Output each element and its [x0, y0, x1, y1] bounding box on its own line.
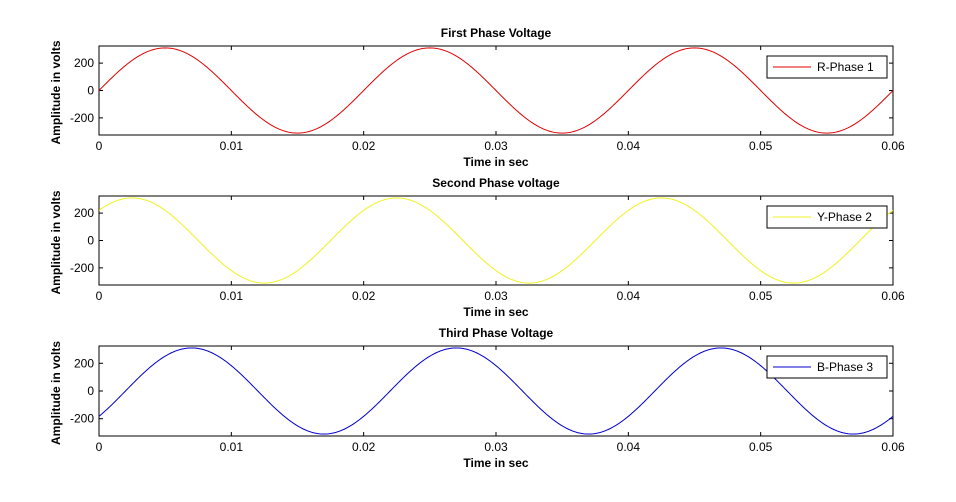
x-tick-label: 0.06 — [881, 440, 905, 454]
legend: R-Phase 1 — [766, 55, 888, 79]
x-tick-label: 0.01 — [220, 139, 244, 153]
y-tick-label: 0 — [87, 384, 94, 398]
x-tick-label: 0.06 — [881, 289, 905, 303]
x-axis-label: Time in sec — [463, 305, 528, 319]
y-tick-label: 0 — [87, 234, 94, 248]
x-tick-label: 0.05 — [749, 139, 773, 153]
y-tick-label: -200 — [70, 412, 94, 426]
x-tick-label: 0.05 — [749, 440, 773, 454]
subplot-2: 0 0.01 0.02 0.03 0.04 0.05 0.062000-200Second … — [49, 176, 905, 319]
x-tick-label: 0.03 — [484, 289, 508, 303]
x-tick-label: 0 — [96, 139, 103, 153]
x-tick-label: 0.05 — [749, 289, 773, 303]
x-tick-label: 0.04 — [617, 289, 641, 303]
chart-title: Third Phase Voltage — [439, 326, 554, 340]
series-line — [99, 47, 893, 134]
series-line — [99, 347, 893, 435]
y-tick-label: 200 — [74, 56, 94, 70]
x-tick-label: 0 — [96, 289, 103, 303]
legend-label: B-Phase 3 — [817, 360, 873, 374]
legend-box — [766, 205, 888, 229]
y-tick-label: -200 — [70, 261, 94, 275]
y-tick-label: 200 — [74, 206, 94, 220]
x-tick-label: 0.03 — [484, 440, 508, 454]
x-tick-label: 0 — [96, 440, 103, 454]
x-tick-label: 0.03 — [484, 139, 508, 153]
x-axis-label: Time in sec — [463, 155, 528, 169]
y-axis-label: Amplitude in volts — [49, 40, 63, 144]
y-tick-label: 0 — [87, 84, 94, 98]
x-tick-label: 0.02 — [352, 289, 376, 303]
legend: Y-Phase 2 — [766, 205, 888, 229]
x-tick-label: 0.06 — [881, 139, 905, 153]
x-tick-label: 0.02 — [352, 139, 376, 153]
x-tick-label: 0.01 — [220, 440, 244, 454]
x-tick-label: 0.01 — [220, 289, 244, 303]
x-axis-label: Time in sec — [463, 456, 528, 470]
y-tick-label: 200 — [74, 356, 94, 370]
y-axis-label: Amplitude in volts — [49, 341, 63, 445]
x-tick-label: 0.02 — [352, 440, 376, 454]
chart-title: First Phase Voltage — [441, 26, 552, 40]
legend-label: R-Phase 1 — [817, 60, 874, 74]
legend-box — [766, 355, 888, 379]
y-axis-label: Amplitude in volts — [49, 190, 63, 294]
y-tick-label: -200 — [70, 111, 94, 125]
series-line — [99, 197, 893, 284]
legend-label: Y-Phase 2 — [817, 210, 872, 224]
axes-frame — [98, 345, 894, 437]
x-tick-label: 0.04 — [617, 139, 641, 153]
legend: B-Phase 3 — [766, 355, 888, 379]
legend-box — [766, 55, 888, 79]
chart-title: Second Phase voltage — [432, 176, 560, 190]
x-tick-label: 0.04 — [617, 440, 641, 454]
